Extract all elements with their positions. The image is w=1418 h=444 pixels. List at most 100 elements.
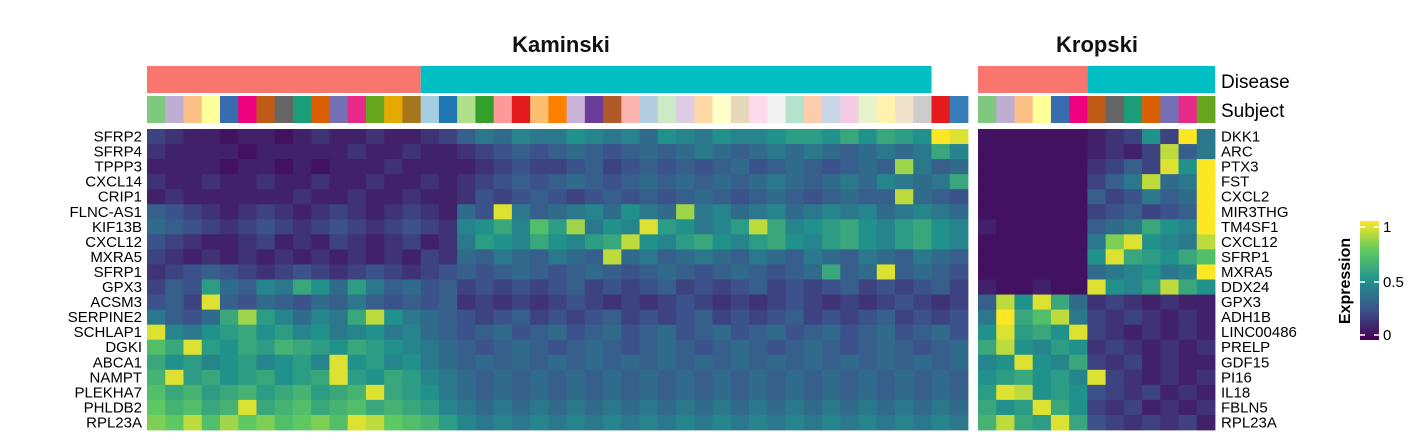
kaminski-heat-cell	[402, 159, 422, 175]
kaminski-heat-cell	[621, 294, 640, 310]
kaminski-heat-cell	[712, 294, 732, 310]
kropski-heat-cell	[1050, 249, 1070, 265]
kaminski-heat-cell	[511, 384, 531, 401]
kaminski-subject-cell	[530, 96, 549, 123]
kaminski-heat-cell	[895, 279, 914, 295]
kaminski-heat-cell	[311, 129, 330, 145]
kropski-heat-cell	[1123, 144, 1143, 160]
kaminski-heat-cell	[329, 294, 349, 310]
kaminski-heat-cell	[803, 309, 823, 326]
kaminski-subject-cell	[201, 96, 221, 123]
kaminski-heat-cell	[384, 369, 403, 386]
kaminski-heat-cell	[457, 399, 476, 416]
kaminski-heat-cell	[822, 324, 841, 341]
kaminski-heat-cell	[913, 354, 932, 371]
kaminski-heat-cell	[657, 129, 677, 145]
kropski-heat-cell	[1178, 264, 1198, 280]
kaminski-heat-cell	[931, 264, 951, 280]
kaminski-heat-cell	[219, 174, 239, 190]
kaminski-heat-cell	[639, 384, 659, 401]
kaminski-heat-cell	[201, 279, 221, 295]
kaminski-heat-cell	[913, 324, 932, 341]
kaminski-heat-cell	[621, 369, 640, 386]
kaminski-heat-cell	[347, 159, 367, 175]
kropski-heat-cell	[1014, 309, 1034, 326]
kaminski-heat-cell	[858, 339, 878, 356]
kaminski-heat-cell	[530, 159, 549, 175]
kropski-heat-cell	[1196, 264, 1216, 280]
kropski-heat-cell	[978, 144, 997, 160]
kropski-heat-cell	[1123, 174, 1143, 190]
kropski-heat-cell	[1014, 294, 1034, 310]
kaminski-heat-cell	[803, 354, 823, 371]
kropski-heat-cell	[1160, 354, 1179, 371]
kaminski-heat-cell	[931, 174, 951, 190]
kaminski-heat-cell	[785, 414, 805, 431]
kropski-gene-label: ARC	[1221, 144, 1253, 161]
kaminski-heat-cell	[621, 309, 640, 326]
kaminski-heat-cell	[475, 189, 495, 205]
kaminski-heat-cell	[347, 324, 367, 341]
kaminski-subject-cell	[548, 96, 568, 123]
kropski-heat-cell	[1123, 234, 1143, 250]
kropski-heat-cell	[1105, 324, 1125, 341]
kaminski-subject-cell	[785, 96, 805, 123]
kropski-heat-cell	[1069, 399, 1088, 416]
kaminski-heat-cell	[639, 309, 659, 326]
kropski-heat-cell	[1032, 174, 1052, 190]
kaminski-heat-cell	[913, 219, 932, 235]
kaminski-heat-cell	[603, 249, 622, 265]
kaminski-heat-cell	[931, 414, 951, 431]
kaminski-heat-cell	[913, 264, 932, 280]
kaminski-heat-cell	[730, 339, 750, 356]
kropski-subject-cell	[1032, 96, 1052, 123]
kaminski-heat-cell	[420, 219, 440, 235]
kaminski-heat-cell	[584, 264, 604, 280]
kropski-heat-cell	[1087, 159, 1107, 175]
kaminski-heat-cell	[603, 324, 622, 341]
kaminski-heat-cell	[621, 324, 640, 341]
kaminski-heat-cell	[530, 369, 549, 386]
kaminski-heat-cell	[949, 399, 969, 416]
kaminski-heat-cell	[147, 354, 166, 371]
kaminski-heat-cell	[767, 219, 786, 235]
kaminski-heat-cell	[438, 174, 458, 190]
kaminski-heat-cell	[511, 399, 531, 416]
kaminski-subject-cell	[949, 96, 969, 123]
kaminski-heat-cell	[858, 414, 878, 431]
kropski-heat-cell	[1032, 414, 1052, 431]
kropski-heat-cell	[1160, 204, 1179, 220]
kaminski-heat-cell	[438, 144, 458, 160]
kaminski-heat-cell	[530, 219, 549, 235]
kaminski-heat-cell	[548, 294, 568, 310]
kaminski-gene-label: RPL23A	[86, 414, 142, 431]
kaminski-heat-cell	[584, 249, 604, 265]
kaminski-heat-cell	[147, 204, 166, 220]
kaminski-heat-cell	[694, 279, 713, 295]
kropski-heat-cell	[978, 159, 997, 175]
kropski-heat-cell	[1160, 414, 1179, 431]
kaminski-heat-cell	[347, 369, 367, 386]
kaminski-heat-cell	[292, 309, 312, 326]
kropski-gene-label: CXCL12	[1221, 234, 1278, 251]
kaminski-heat-cell	[329, 384, 349, 401]
kaminski-heat-cell	[840, 339, 859, 356]
kaminski-heat-cell	[694, 369, 713, 386]
kaminski-subject-cell	[511, 96, 531, 123]
kaminski-heat-cell	[639, 204, 659, 220]
kaminski-heat-cell	[749, 189, 768, 205]
kaminski-heat-cell	[621, 414, 640, 431]
kaminski-heat-cell	[256, 324, 276, 341]
kaminski-heat-cell	[493, 324, 513, 341]
kropski-heat-cell	[1014, 399, 1034, 416]
kaminski-heat-cell	[311, 324, 330, 341]
kaminski-heat-cell	[365, 309, 385, 326]
kaminski-heat-cell	[548, 144, 568, 160]
kaminski-heat-cell	[858, 354, 878, 371]
kaminski-heat-cell	[511, 309, 531, 326]
kaminski-heat-cell	[548, 219, 568, 235]
kaminski-heat-cell	[767, 294, 786, 310]
kaminski-heat-cell	[438, 219, 458, 235]
kaminski-heat-cell	[603, 339, 622, 356]
kaminski-title: Kaminski	[512, 32, 610, 57]
